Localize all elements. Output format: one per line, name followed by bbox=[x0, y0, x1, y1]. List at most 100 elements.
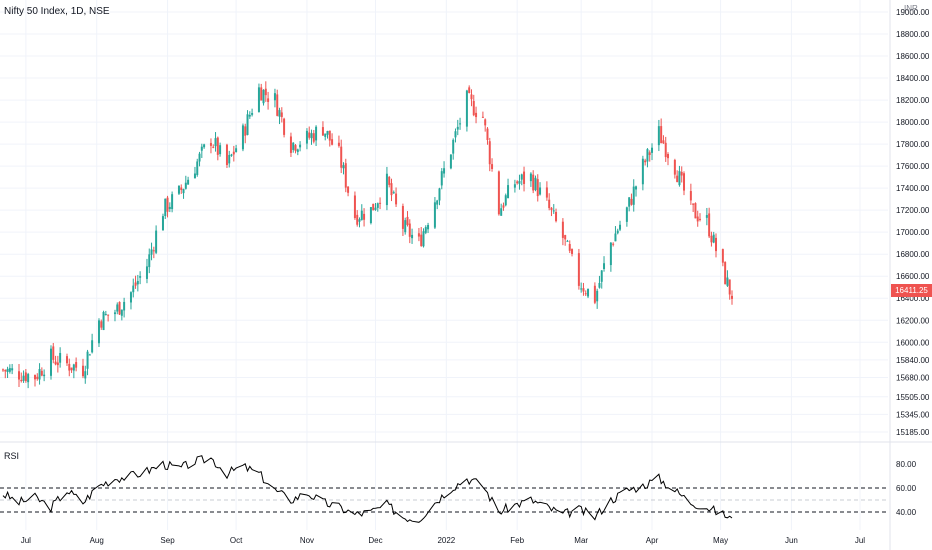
rsi-tick-label: 80.00 bbox=[896, 460, 917, 469]
candle-body bbox=[555, 212, 558, 222]
time-tick-label: Sep bbox=[160, 536, 175, 545]
price-tick-label: 18400.00 bbox=[896, 74, 930, 83]
price-tick-label: 15840.00 bbox=[896, 356, 930, 365]
candle-body bbox=[139, 276, 142, 278]
candle-body bbox=[289, 136, 292, 153]
time-axis[interactable]: Jul Aug Sep Oct Nov Dec 2022 Feb Mar Apr May Jun Jul bbox=[21, 536, 866, 545]
candle-body bbox=[433, 202, 436, 228]
candle-body bbox=[516, 181, 519, 184]
candle-body bbox=[683, 173, 686, 191]
candle-body bbox=[8, 368, 11, 372]
candle-body bbox=[598, 282, 601, 288]
candle-body bbox=[326, 131, 329, 135]
candle-body bbox=[161, 216, 164, 231]
candle-body bbox=[321, 127, 324, 136]
time-tick-label: Dec bbox=[368, 536, 382, 545]
candle-body bbox=[296, 149, 299, 152]
candle-body bbox=[449, 154, 452, 169]
candle-body bbox=[312, 133, 315, 142]
candle-body bbox=[664, 142, 667, 158]
candle-body bbox=[561, 221, 564, 238]
candle-body bbox=[580, 288, 583, 290]
candle-body bbox=[198, 153, 201, 162]
candle-body bbox=[166, 197, 169, 212]
candle-body bbox=[152, 250, 155, 252]
candle-body bbox=[452, 139, 455, 154]
candle-body bbox=[708, 213, 711, 237]
candle-body bbox=[232, 151, 235, 155]
candle-body bbox=[465, 90, 468, 127]
price-axis[interactable]: 15185.00 15345.00 15505.00 15680.00 15840.00… bbox=[896, 8, 930, 437]
candle-body bbox=[150, 249, 153, 255]
candle-body bbox=[278, 110, 281, 117]
candle-body bbox=[132, 285, 135, 293]
candle-body bbox=[264, 88, 267, 96]
candle-body bbox=[369, 207, 372, 224]
candle-body bbox=[523, 171, 526, 184]
price-tick-label: 18000.00 bbox=[896, 118, 930, 127]
candle-body bbox=[292, 142, 295, 150]
price-tick-label: 16600.00 bbox=[896, 272, 930, 281]
candle-body bbox=[241, 125, 244, 150]
price-tick-label: 17000.00 bbox=[896, 228, 930, 237]
price-tick-label: 15185.00 bbox=[896, 428, 930, 437]
time-tick-label: Aug bbox=[90, 536, 104, 545]
candle-body bbox=[600, 270, 603, 282]
candle-body bbox=[406, 216, 409, 225]
candle-body bbox=[17, 371, 20, 380]
candle-body bbox=[171, 194, 174, 210]
candle-body bbox=[699, 218, 702, 220]
chart-title: Nifty 50 Index, 1D, NSE bbox=[4, 6, 110, 17]
candle-body bbox=[246, 114, 249, 135]
candle-body bbox=[392, 192, 395, 194]
candle-body bbox=[214, 138, 217, 147]
candle-body bbox=[408, 223, 411, 237]
candle-body bbox=[59, 353, 62, 363]
candle-body bbox=[43, 374, 46, 377]
candle-body bbox=[177, 185, 180, 194]
candle-body bbox=[294, 145, 297, 151]
candle-body bbox=[710, 235, 713, 243]
candle-body bbox=[552, 210, 555, 212]
price-tick-label: 17200.00 bbox=[896, 206, 930, 215]
candle-body bbox=[273, 93, 276, 101]
candle-body bbox=[193, 173, 196, 179]
candle-body bbox=[715, 237, 718, 252]
candle-body bbox=[257, 87, 260, 112]
candle-body bbox=[344, 163, 347, 188]
candle-body bbox=[584, 293, 587, 295]
candle-body bbox=[100, 321, 103, 328]
rsi-line[interactable] bbox=[2, 455, 733, 523]
candle-body bbox=[168, 206, 171, 210]
candle-body bbox=[91, 340, 94, 353]
candle-body bbox=[651, 147, 654, 153]
price-candles[interactable] bbox=[2, 81, 733, 389]
rsi-axis[interactable]: 40.00 60.00 80.00 bbox=[896, 460, 917, 517]
candle-body-last bbox=[731, 295, 733, 299]
candle-body bbox=[504, 195, 507, 206]
candle-body bbox=[262, 89, 265, 104]
candle-body bbox=[662, 140, 665, 144]
candle-body bbox=[417, 233, 420, 237]
candle-body bbox=[107, 314, 110, 316]
candle-body bbox=[118, 301, 121, 315]
candle-body bbox=[507, 185, 510, 199]
candle-body bbox=[203, 144, 206, 148]
candle-body bbox=[488, 141, 491, 165]
candle-body bbox=[628, 197, 631, 207]
time-tick-label: Feb bbox=[510, 536, 524, 545]
candle-body bbox=[502, 205, 505, 208]
candle-body bbox=[164, 198, 167, 217]
time-tick-label: Jun bbox=[785, 536, 798, 545]
candle-body bbox=[401, 206, 404, 229]
candle-body bbox=[155, 230, 158, 253]
candle-body bbox=[75, 362, 78, 368]
candle-body bbox=[385, 173, 388, 206]
candle-body bbox=[251, 113, 254, 115]
candle-body bbox=[196, 161, 199, 175]
candle-body bbox=[635, 186, 638, 190]
candle-body bbox=[97, 320, 100, 344]
candle-body bbox=[692, 203, 695, 205]
candle-body bbox=[454, 131, 457, 138]
